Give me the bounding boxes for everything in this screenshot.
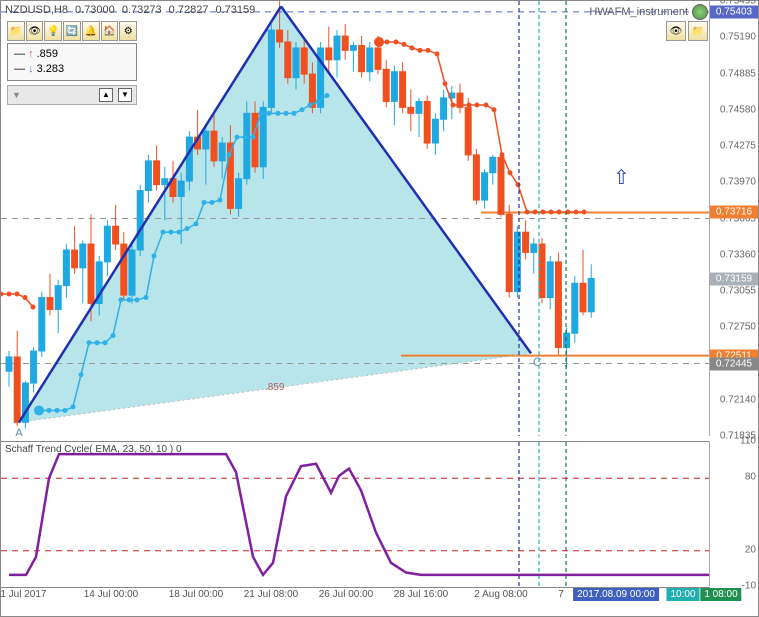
arrow-up-icon: ↑: [28, 48, 34, 60]
main-chart: ⇧ A B C .859 0.754950.751900.748850.7458…: [1, 1, 758, 436]
toolbar-button[interactable]: ⚙: [119, 21, 137, 41]
toolbar-footer: ▼ ▲ ▼: [7, 85, 137, 105]
indicator-axis: 1108020-10: [709, 441, 758, 586]
chart-window: ⇧ A B C .859 0.754950.751900.748850.7458…: [0, 0, 759, 617]
indicator-tick: 80: [745, 472, 756, 483]
time-marker: 1 08:00: [700, 588, 741, 601]
ohlc-c: 0.73159: [216, 4, 256, 16]
instrument-toolbar: 👁 📁: [666, 21, 708, 41]
info-line-2: — ↓ 3.283: [14, 62, 130, 77]
time-tick: 7: [558, 589, 564, 600]
toolbar-button[interactable]: 📁: [7, 21, 25, 41]
ohlc-l: 0.72827: [169, 4, 209, 16]
time-tick: 26 Jul 00:00: [319, 589, 374, 600]
price-marker: 0.72445: [710, 357, 758, 370]
value-1: .859: [37, 48, 58, 60]
time-tick: 21 Jul 08:00: [244, 589, 299, 600]
price-tick: 0.73055: [720, 286, 756, 297]
price-tick: 0.73970: [720, 177, 756, 188]
collapse-icon[interactable]: ▼: [12, 90, 21, 100]
indicator-title: Schaff Trend Cycle( EMA, 23, 50, 10 ) 0: [5, 444, 182, 455]
panel-toolbar: 📁👁💡🔄🔔🏠⚙ — ↑ .859 — ↓ 3.283 ▼ ▲ ▼: [7, 21, 137, 105]
indicator-tick: 20: [745, 544, 756, 555]
toolbar-row: 📁👁💡🔄🔔🏠⚙: [7, 21, 137, 41]
time-tick: 11 Jul 2017: [0, 589, 46, 600]
price-tick: 0.74580: [720, 104, 756, 115]
ohlc-h: 0.73273: [122, 4, 162, 16]
instrument-toggle-icon[interactable]: [692, 4, 708, 20]
time-tick: 14 Jul 00:00: [84, 589, 139, 600]
time-marker: 10:00: [666, 588, 699, 601]
price-tick: 0.75190: [720, 32, 756, 43]
symbol-text: NZDUSD,H8: [5, 4, 68, 16]
step-down-button[interactable]: ▼: [118, 88, 132, 102]
toolbar-button[interactable]: 🔄: [63, 21, 81, 41]
time-axis: 11 Jul 2017 14 Jul 00:00 18 Jul 00:00 21 Ju…: [1, 587, 758, 615]
value-2: 3.283: [37, 63, 65, 75]
price-tick: 0.72140: [720, 394, 756, 405]
price-axis: 0.754950.751900.748850.745800.742750.739…: [709, 1, 758, 436]
time-tick: 28 Jul 16:00: [394, 589, 449, 600]
pattern-label-c: C: [533, 355, 542, 369]
info-line-1: — ↑ .859: [14, 47, 130, 62]
pattern-ratio-text: .859: [265, 382, 284, 393]
ohlc-o: 0.73000: [75, 4, 115, 16]
toolbar-button[interactable]: 🔔: [82, 21, 100, 41]
indicator-panel: Schaff Trend Cycle( EMA, 23, 50, 10 ) 0 …: [1, 441, 758, 586]
pattern-label-b: B: [277, 1, 285, 2]
info-box: — ↑ .859 — ↓ 3.283: [7, 43, 137, 81]
pattern-label-a: A: [15, 426, 23, 436]
price-tick: 0.74275: [720, 141, 756, 152]
arrow-down-icon: ↓: [28, 63, 34, 75]
price-tick: 0.73360: [720, 249, 756, 260]
price-marker: 0.73716: [710, 206, 758, 219]
indicator-plot-area[interactable]: Schaff Trend Cycle( EMA, 23, 50, 10 ) 0: [1, 441, 710, 588]
time-tick: 18 Jul 00:00: [169, 589, 224, 600]
indicator-tick: 110: [740, 436, 756, 447]
price-marker: 0.75403: [710, 5, 758, 18]
toolbar-button[interactable]: 👁: [26, 21, 44, 41]
instrument-label: HWAFM_instrument: [589, 4, 708, 20]
time-marker: 2017.08.09 00:00: [573, 588, 659, 601]
price-marker: 0.73159: [710, 272, 758, 285]
step-up-button[interactable]: ▲: [99, 88, 113, 102]
toolbar-button[interactable]: 🏠: [101, 21, 119, 41]
price-tick: 0.72750: [720, 322, 756, 333]
eye-icon[interactable]: 👁: [666, 21, 686, 41]
chart-title: NZDUSD,H8 0.73000 0.73273 0.72827 0.7315…: [5, 4, 259, 16]
folder-icon[interactable]: 📁: [688, 21, 708, 41]
price-tick: 0.74885: [720, 68, 756, 79]
time-tick: 2 Aug 08:00: [474, 589, 527, 600]
toolbar-button[interactable]: 💡: [44, 21, 62, 41]
up-arrow-marker: ⇧: [613, 165, 630, 190]
indicator-svg: [1, 442, 710, 587]
